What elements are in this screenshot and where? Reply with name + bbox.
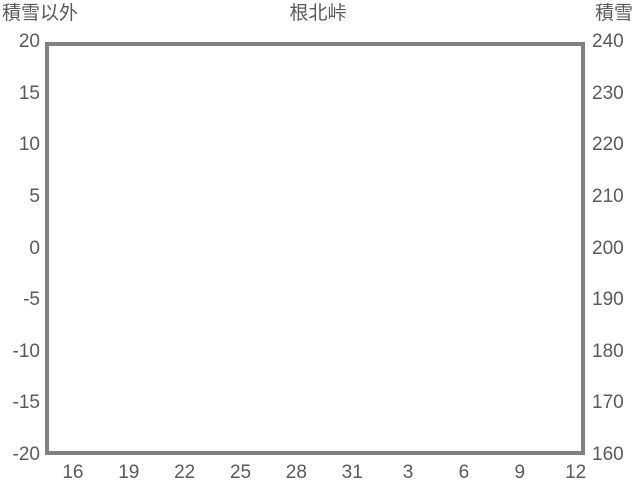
x-tick: 28 (285, 462, 307, 483)
y-tick-right: 170 (592, 392, 624, 414)
y-tick-right: 180 (592, 340, 624, 362)
x-tick: 12 (565, 462, 587, 483)
y-tick-right: 190 (592, 289, 624, 311)
y-tick-left: 0 (29, 237, 40, 259)
y-tick-left: -20 (12, 444, 40, 465)
y-tick-left: -5 (23, 289, 40, 311)
y-tick-right: 230 (592, 82, 624, 104)
x-tick: 16 (62, 462, 84, 483)
x-tick: 9 (514, 462, 526, 483)
y-tick-right: 220 (592, 134, 624, 156)
y-tick-right: 200 (592, 237, 624, 259)
y-tick-right: 240 (592, 31, 624, 52)
left-axis-title: 積雪以外 (2, 3, 79, 24)
x-tick: 6 (458, 462, 470, 483)
x-tick: 22 (174, 462, 196, 483)
x-tick: 3 (402, 462, 414, 483)
y-tick-left: -10 (12, 340, 40, 362)
right-axis-title: 積雪 (594, 3, 633, 24)
x-tick: 19 (118, 462, 140, 483)
y-tick-left: 15 (18, 82, 40, 104)
x-tick: 25 (229, 462, 252, 483)
plot-area (45, 42, 585, 455)
y-tick-left: 10 (18, 134, 40, 156)
plot-frame (45, 42, 585, 455)
chart-title: 根北峠 (289, 3, 347, 24)
y-tick-left: 5 (29, 185, 40, 207)
y-tick-left: -15 (12, 392, 40, 414)
y-tick-right: 210 (592, 185, 624, 207)
y-tick-right: 160 (592, 444, 624, 465)
x-tick: 31 (341, 462, 363, 483)
y-tick-left: 20 (18, 31, 40, 52)
